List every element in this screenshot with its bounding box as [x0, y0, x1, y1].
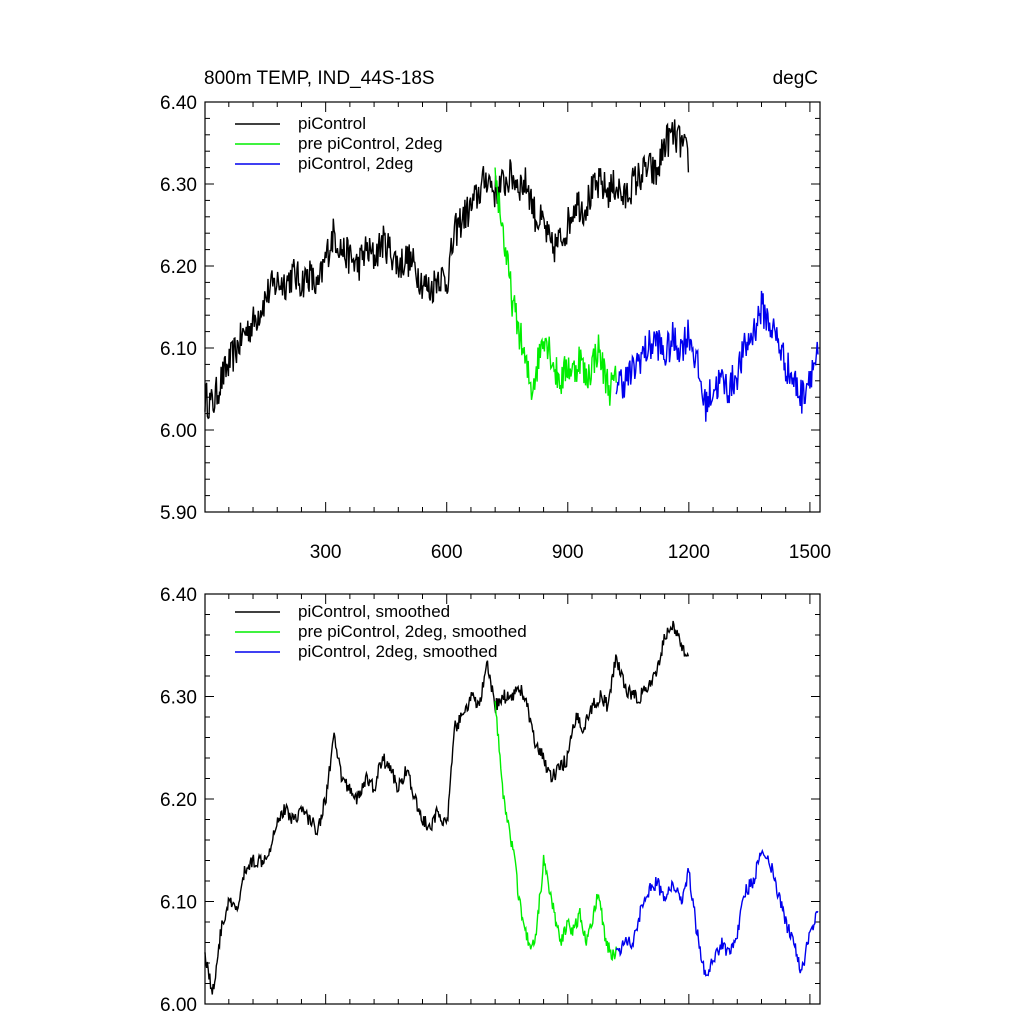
legend-label: piControl, 2deg, smoothed — [298, 642, 497, 661]
x-tick-label: 1500 — [789, 542, 831, 563]
x-tick-label: 600 — [431, 542, 463, 563]
y-tick-label: 6.30 — [160, 175, 197, 196]
y-tick-label: 6.40 — [160, 93, 197, 114]
y-tick-label: 6.40 — [160, 585, 197, 606]
legend-label: piControl, smoothed — [298, 602, 450, 621]
y-tick-label: 6.20 — [160, 257, 197, 278]
legend-label: piControl — [298, 114, 366, 133]
chart-title: 800m TEMP, IND_44S-18S — [204, 68, 435, 89]
series-line — [615, 848, 819, 977]
series-line — [494, 701, 617, 962]
series-line — [615, 290, 819, 422]
legend-label: pre piControl, 2deg, smoothed — [298, 622, 527, 641]
legend-label: piControl, 2deg — [298, 154, 413, 173]
x-tick-label: 900 — [552, 542, 584, 563]
units-label: degC — [773, 68, 818, 89]
x-tick-label: 300 — [310, 542, 342, 563]
y-tick-label: 6.10 — [160, 893, 197, 914]
legend-label: pre piControl, 2deg — [298, 134, 443, 153]
y-tick-label: 6.20 — [160, 790, 197, 811]
y-tick-label: 6.30 — [160, 688, 197, 709]
y-tick-label: 6.00 — [160, 421, 197, 442]
y-tick-label: 6.10 — [160, 339, 197, 360]
top-panel: 5.90 6.00 6.10 6.20 6.30 6.40 300 600 900 1200 150… — [160, 93, 831, 563]
series-line — [204, 119, 690, 420]
x-tick-label: 1200 — [668, 542, 710, 563]
series-line — [204, 620, 690, 995]
series-line — [494, 167, 617, 406]
y-tick-label: 5.90 — [160, 503, 197, 524]
plot-frame — [204, 101, 821, 513]
y-tick-label: 6.00 — [160, 995, 197, 1016]
